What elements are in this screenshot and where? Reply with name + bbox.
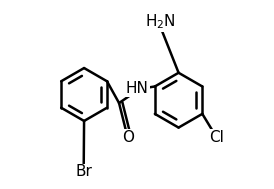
Text: H$_2$N: H$_2$N (145, 12, 176, 31)
Text: HN: HN (126, 81, 149, 96)
Text: Br: Br (75, 164, 92, 180)
Text: O: O (122, 129, 135, 145)
Text: Cl: Cl (209, 129, 224, 145)
